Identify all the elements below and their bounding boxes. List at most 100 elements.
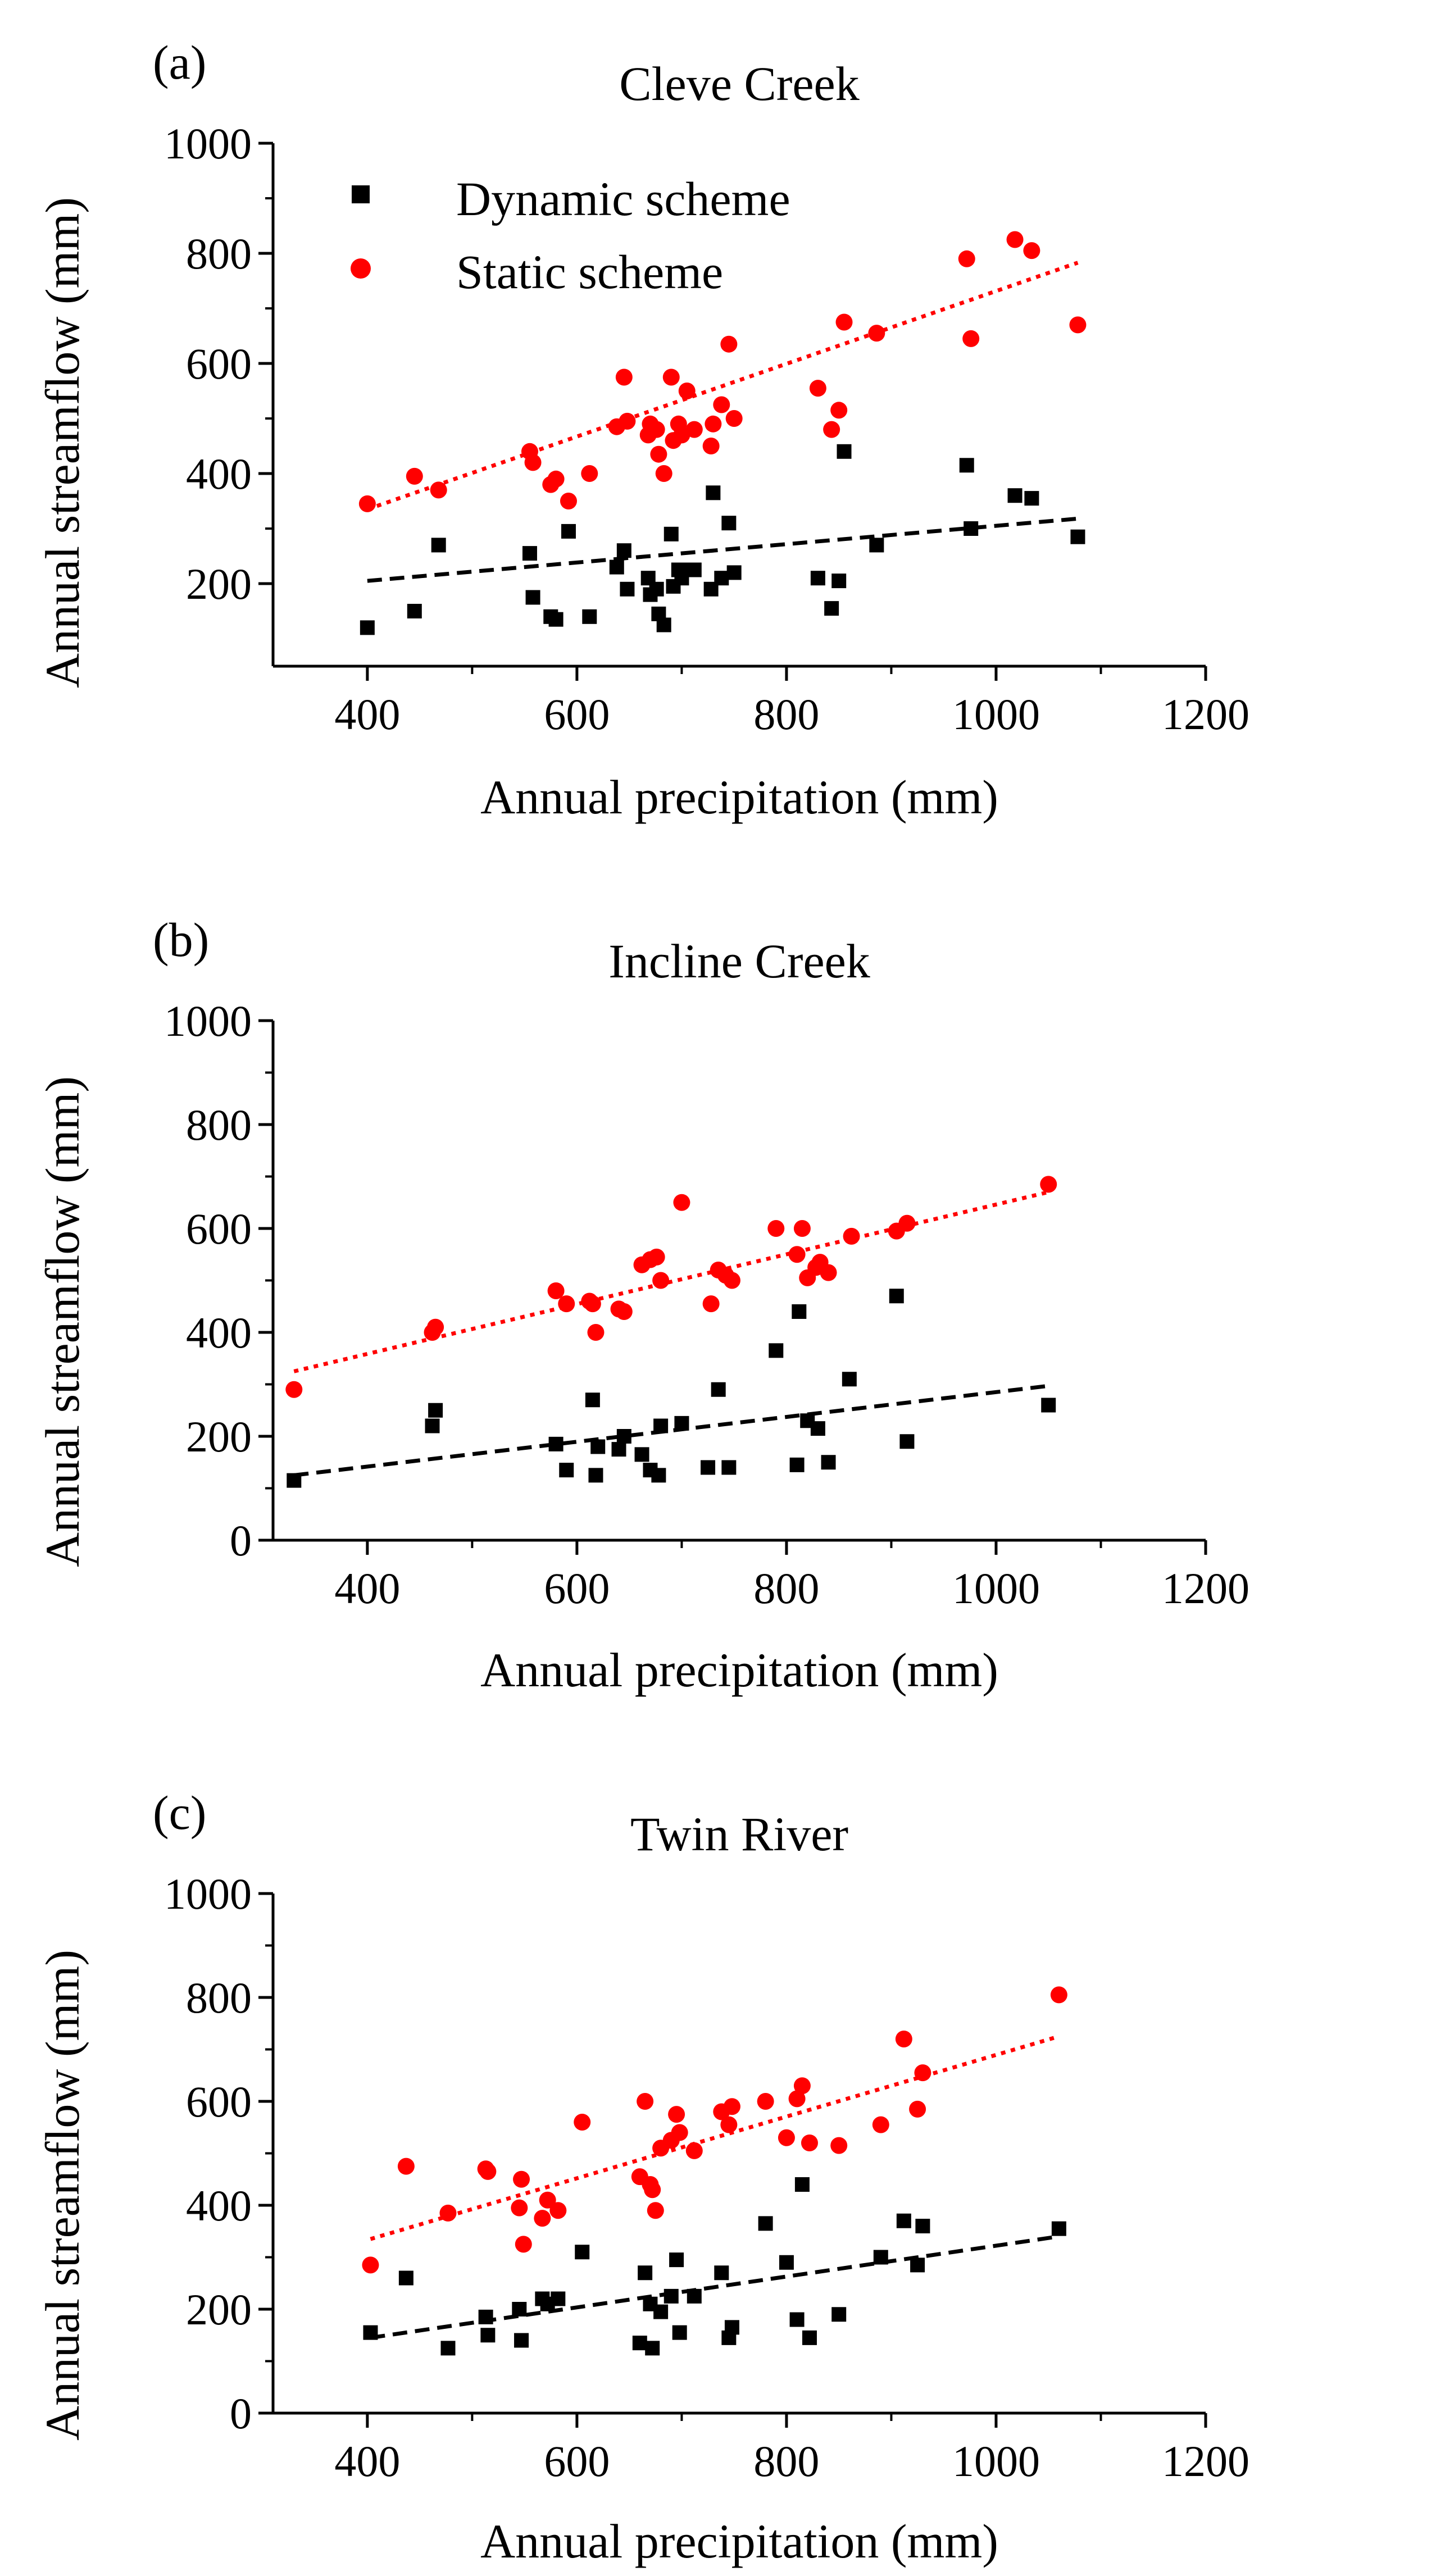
point-static-a	[720, 335, 738, 353]
chart-title-a: Cleve Creek	[619, 57, 859, 111]
point-static-a	[430, 481, 447, 499]
x-tick-label-c: 800	[753, 2437, 819, 2486]
point-static-b	[898, 1214, 916, 1232]
point-static-c	[895, 2031, 912, 2047]
point-static-a	[823, 421, 840, 438]
point-dynamic-a	[525, 590, 540, 605]
point-dynamic-a	[810, 571, 825, 586]
y-axis-label-a: Annual streamflow (mm)	[35, 197, 89, 688]
point-dynamic-a	[869, 538, 884, 553]
point-static-c	[574, 2114, 591, 2131]
point-dynamic-a	[964, 521, 979, 536]
point-dynamic-b	[789, 1457, 805, 1472]
point-dynamic-c	[910, 2258, 925, 2273]
point-dynamic-c	[632, 2336, 647, 2351]
point-dynamic-a	[656, 617, 671, 632]
point-dynamic-a	[706, 485, 721, 500]
point-dynamic-c	[789, 2312, 805, 2327]
x-tick-label-b: 1200	[1162, 1564, 1249, 1613]
y-tick-label-b: 400	[186, 1308, 252, 1357]
point-static-c	[757, 2093, 774, 2110]
point-static-a	[1006, 231, 1024, 248]
y-tick-label-a: 800	[186, 229, 252, 278]
point-dynamic-b	[842, 1372, 857, 1387]
x-tick-label-a: 1000	[952, 690, 1040, 739]
point-static-c	[534, 2210, 551, 2227]
point-dynamic-a	[726, 565, 742, 580]
y-tick-label-b: 600	[186, 1204, 252, 1253]
point-static-c	[671, 2124, 688, 2141]
point-static-b	[788, 1246, 806, 1263]
point-dynamic-b	[548, 1436, 564, 1451]
point-dynamic-b	[1041, 1398, 1056, 1413]
x-tick-label-b: 1000	[952, 1564, 1040, 1613]
point-dynamic-b	[653, 1418, 669, 1433]
x-tick-label-a: 1200	[1162, 690, 1249, 739]
point-dynamic-b	[701, 1460, 716, 1475]
point-dynamic-c	[802, 2330, 817, 2345]
x-tick-label-c: 1000	[952, 2437, 1040, 2486]
point-static-a	[1069, 316, 1087, 334]
point-dynamic-b	[651, 1468, 666, 1483]
point-dynamic-c	[363, 2325, 378, 2340]
point-static-a	[358, 495, 376, 512]
point-static-b	[427, 1318, 444, 1336]
point-dynamic-b	[588, 1468, 603, 1483]
point-dynamic-c	[645, 2341, 660, 2356]
point-dynamic-a	[407, 604, 422, 618]
point-dynamic-a	[1007, 488, 1023, 503]
point-dynamic-c	[687, 2288, 702, 2304]
point-static-b	[615, 1303, 633, 1320]
point-dynamic-c	[669, 2252, 684, 2268]
point-dynamic-c	[714, 2265, 729, 2281]
panel-c: (c) Twin River 400 600 800 1000 1200 0 200 400 6…	[35, 1786, 1249, 2568]
point-dynamic-c	[575, 2245, 590, 2260]
point-static-c	[685, 2142, 703, 2159]
legend-marker-dynamic	[352, 185, 370, 203]
point-static-a	[702, 438, 720, 454]
point-dynamic-c	[514, 2333, 529, 2348]
y-tick-label-a: 600	[186, 339, 252, 388]
point-dynamic-b	[810, 1421, 825, 1436]
point-static-c	[668, 2106, 685, 2123]
point-dynamic-a	[831, 574, 847, 589]
point-dynamic-b	[425, 1418, 440, 1433]
point-static-a	[830, 402, 848, 419]
legend-marker-static	[351, 258, 371, 279]
plot-area-a: 400 600 800 1000 1200 200 400 600 800 1000	[164, 119, 1249, 739]
point-static-c	[515, 2236, 532, 2253]
trendline-dynamic-a	[367, 516, 1078, 583]
point-dynamic-c	[794, 2177, 810, 2192]
point-dynamic-c	[672, 2325, 687, 2340]
x-tick-label-c: 1200	[1162, 2437, 1249, 2486]
point-static-a	[958, 250, 975, 267]
point-static-a	[835, 313, 853, 331]
point-dynamic-b	[585, 1392, 600, 1408]
y-tick-label-c: 600	[186, 2077, 252, 2126]
x-tick-label-a: 400	[334, 690, 400, 739]
point-dynamic-c	[724, 2320, 739, 2335]
x-tick-label-b: 600	[544, 1564, 610, 1613]
point-dynamic-c	[831, 2307, 847, 2322]
point-static-a	[673, 426, 690, 444]
y-tick-label-a: 200	[186, 559, 252, 608]
point-dynamic-a	[721, 516, 737, 531]
trendline-static-c	[370, 2035, 1060, 2241]
point-dynamic-a	[522, 546, 537, 561]
x-tick-label-b: 400	[334, 1564, 400, 1613]
plot-area-b: 400 600 800 1000 1200 0 200 400 600 800 1000	[164, 996, 1249, 1613]
panel-b: (b) Incline Creek 400 600 800 1000 120002004…	[35, 913, 1249, 1697]
trendline-dynamic-b	[293, 1383, 1049, 1477]
point-static-b	[843, 1227, 860, 1245]
point-static-c	[439, 2204, 457, 2222]
point-static-b	[673, 1194, 690, 1211]
point-dynamic-a	[561, 524, 576, 539]
point-static-b	[558, 1295, 575, 1313]
point-static-a	[713, 396, 730, 413]
y-axis-label-b: Annual streamflow (mm)	[35, 1076, 89, 1567]
point-static-c	[788, 2090, 806, 2108]
point-dynamic-a	[649, 581, 664, 597]
y-tick-label-b: 800	[186, 1100, 252, 1149]
point-static-a	[615, 368, 633, 386]
